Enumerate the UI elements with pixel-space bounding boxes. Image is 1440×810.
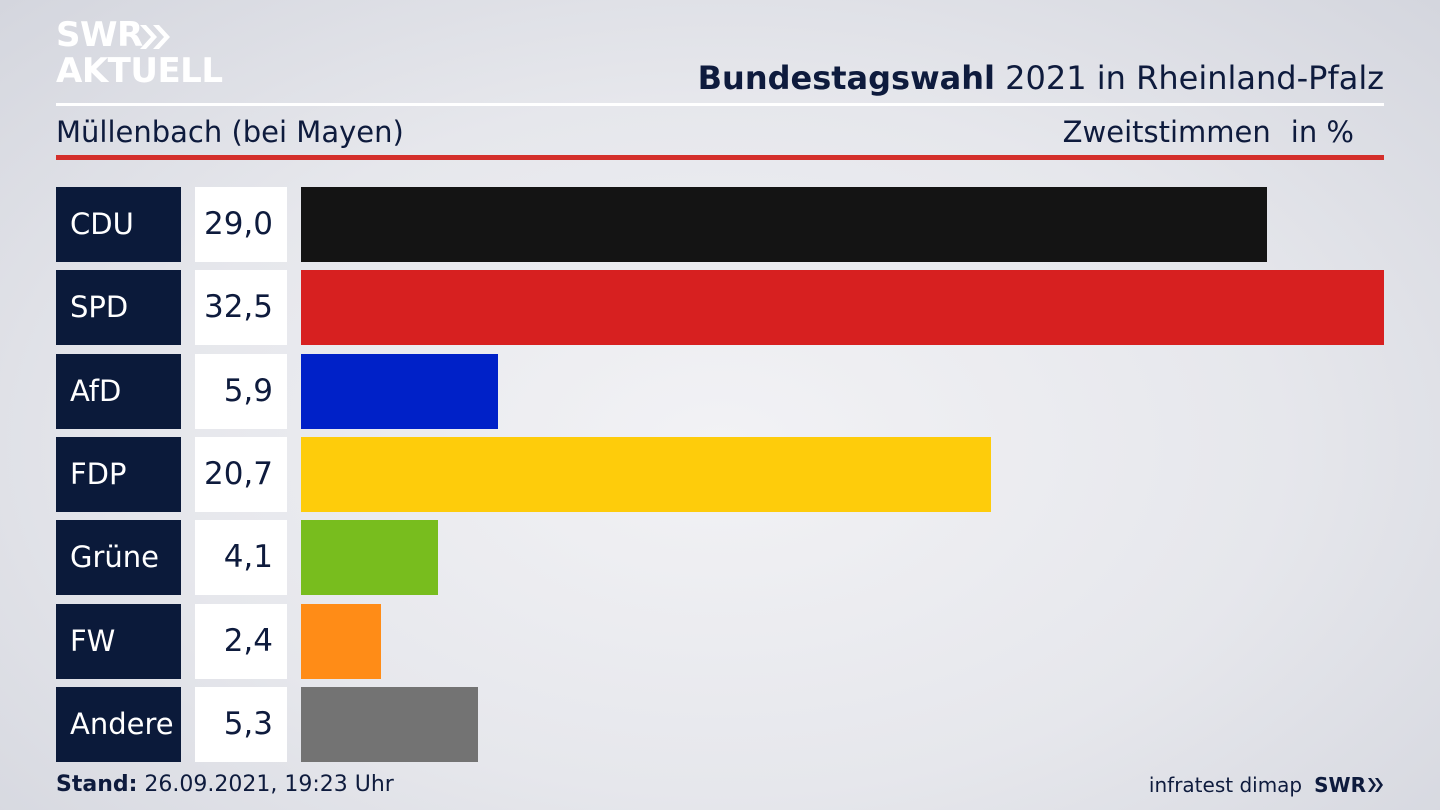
- bar-spd: [301, 270, 1384, 345]
- swr-footer-logo: SWR: [1314, 771, 1384, 799]
- bar-fdp: [301, 437, 991, 512]
- double-chevron-icon: [1368, 778, 1383, 792]
- double-chevron-icon: [140, 25, 170, 49]
- header-divider: [56, 103, 1384, 106]
- value-label: 5,9: [195, 354, 287, 429]
- bar-grüne: [301, 520, 438, 595]
- timestamp-label: Stand:: [56, 772, 138, 797]
- bar-row: Grüne 4,1: [56, 520, 1384, 595]
- value-label: 2,4: [195, 604, 287, 679]
- measure-text: Zweitstimmen: [1062, 115, 1271, 149]
- bar-row: FDP 20,7: [56, 437, 1384, 512]
- party-label: SPD: [56, 270, 181, 345]
- value-label: 5,3: [195, 687, 287, 762]
- bar-afd: [301, 354, 498, 429]
- value-label: 32,5: [195, 270, 287, 345]
- source-label: infratest dimap: [1148, 773, 1303, 797]
- value-label: 4,1: [195, 520, 287, 595]
- party-label: FDP: [56, 437, 181, 512]
- unit-text: in %: [1290, 115, 1354, 149]
- chart-title-bold: Bundestagswahl: [697, 59, 995, 97]
- timestamp: Stand: 26.09.2021, 19:23 Uhr: [56, 771, 394, 799]
- bar-row: Andere 5,3: [56, 687, 1384, 762]
- subtitle-divider: [56, 155, 1384, 160]
- value-label: 20,7: [195, 437, 287, 512]
- bar-row: SPD 32,5: [56, 270, 1384, 345]
- bar-fw: [301, 604, 381, 679]
- bar-andere: [301, 687, 478, 762]
- party-label: CDU: [56, 187, 181, 262]
- chart-title-rest: 2021 in Rheinland-Pfalz: [995, 59, 1384, 97]
- chart-title: Bundestagswahl 2021 in Rheinland-Pfalz: [698, 58, 1384, 98]
- party-label: Andere: [56, 687, 181, 762]
- bar-cdu: [301, 187, 1267, 262]
- timestamp-value: 26.09.2021, 19:23 Uhr: [137, 772, 394, 797]
- value-label: 29,0: [195, 187, 287, 262]
- logo-line-swr: SWR: [56, 15, 143, 55]
- party-label: Grüne: [56, 520, 181, 595]
- measure-label: Zweitstimmen in %: [1063, 114, 1354, 150]
- party-label: AfD: [56, 354, 181, 429]
- source-credit: infratest dimap SWR: [1149, 771, 1384, 799]
- party-label: FW: [56, 604, 181, 679]
- swr-footer-text: SWR: [1314, 773, 1366, 797]
- bar-row: CDU 29,0: [56, 187, 1384, 262]
- bar-row: FW 2,4: [56, 604, 1384, 679]
- location-subtitle: Müllenbach (bei Mayen): [56, 115, 404, 149]
- swr-aktuell-logo: SWR AKTUELL: [56, 18, 226, 90]
- logo-line-aktuell: AKTUELL: [56, 51, 223, 91]
- bar-row: AfD 5,9: [56, 354, 1384, 429]
